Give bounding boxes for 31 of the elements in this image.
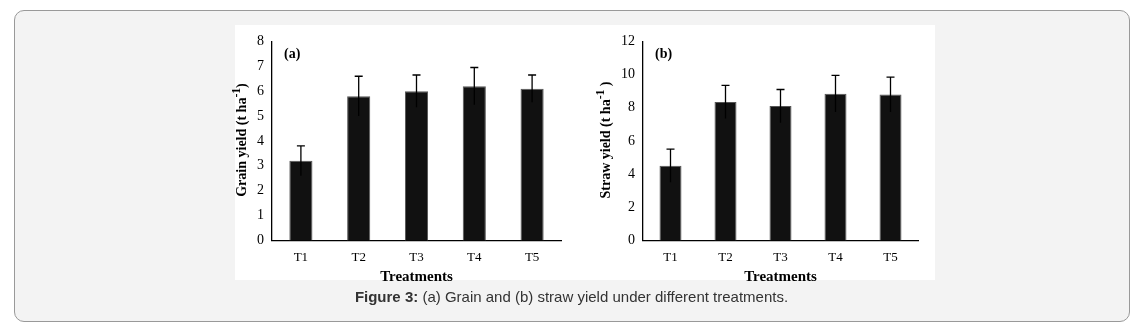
y-tick-label: 3: [257, 157, 264, 173]
x-tick-label: T5: [883, 248, 898, 264]
x-axis-title: Treatments: [744, 267, 818, 284]
x-tick-label: T2: [351, 248, 366, 264]
x-tick-label: T1: [663, 248, 678, 264]
y-tick-label: 0: [628, 232, 635, 248]
y-tick-label: 0: [257, 232, 264, 248]
y-tick-label: 8: [257, 33, 264, 49]
y-tick-label: 4: [257, 132, 264, 148]
x-tick-label: T4: [467, 248, 483, 264]
x-tick-label: T3: [409, 248, 424, 264]
x-tick-label: T1: [293, 248, 309, 264]
x-tick-label: T5: [524, 248, 540, 264]
annotation: (a): [284, 46, 301, 63]
y-tick-label: 6: [628, 132, 635, 148]
x-tick-label: T3: [773, 248, 788, 264]
y-tick-label: 6: [257, 82, 264, 98]
x-tick-label: T4: [828, 248, 844, 264]
caption: Figure 3: (a) Grain and (b) straw yield under different treatments.: [353, 288, 790, 305]
y-tick-label: 4: [628, 165, 635, 181]
x-axis-title: Treatments: [380, 267, 454, 284]
y-tick-label: 1: [257, 207, 264, 223]
y-tick-label: 2: [257, 182, 264, 198]
y-tick-label: 5: [257, 107, 264, 123]
y-tick-label: 10: [621, 66, 635, 82]
y-tick-label: 12: [621, 33, 635, 49]
x-tick-label: T2: [718, 248, 733, 264]
y-tick-label: 7: [257, 57, 264, 73]
y-tick-label: 2: [628, 198, 635, 214]
y-tick-label: 8: [628, 99, 635, 115]
annotation: (b): [655, 46, 673, 63]
